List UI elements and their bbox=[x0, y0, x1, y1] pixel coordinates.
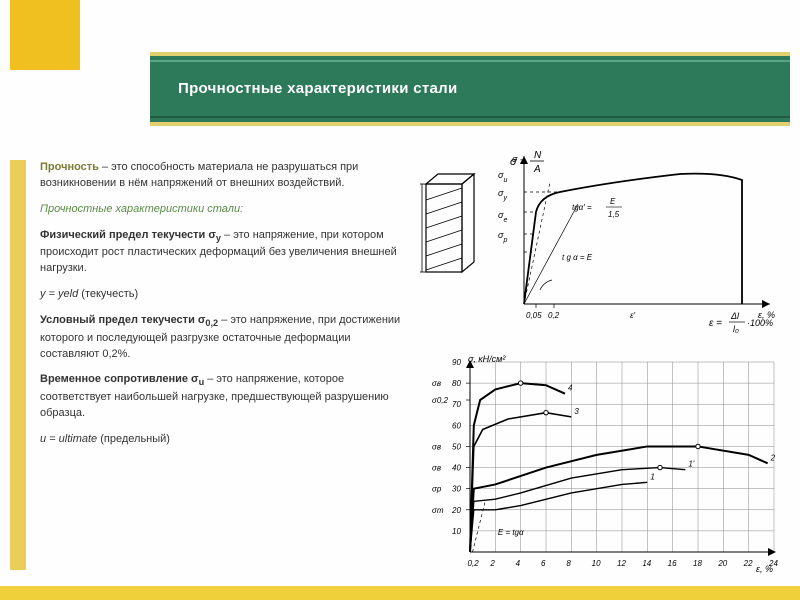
svg-text:22: 22 bbox=[743, 559, 753, 568]
stress-strain-qualitative: ε, % σ σu σy σe σp t g α = E tgα′ = E 1,… bbox=[490, 152, 780, 322]
term-sigma-u: Временное сопротивление σu bbox=[40, 373, 204, 385]
svg-text:tgα′ =: tgα′ = bbox=[572, 203, 592, 212]
diagrams: σ = N A l₀ bbox=[420, 152, 785, 584]
svg-text:8: 8 bbox=[566, 559, 571, 568]
svg-text:σ, кН/см²: σ, кН/см² bbox=[468, 354, 506, 364]
svg-text:10: 10 bbox=[452, 527, 461, 536]
svg-text:ε, %: ε, % bbox=[756, 564, 773, 574]
svg-text:σр: σр bbox=[432, 485, 442, 494]
term-sigma-y: Физический предел текучести σy bbox=[40, 229, 221, 241]
note-yeld: y = yeld (текучесть) bbox=[40, 287, 410, 303]
svg-text:Δl: Δl bbox=[730, 311, 740, 321]
svg-text:1': 1' bbox=[688, 460, 694, 469]
svg-text:4: 4 bbox=[516, 559, 521, 568]
svg-text:6: 6 bbox=[541, 559, 546, 568]
svg-text:0,2: 0,2 bbox=[548, 311, 560, 320]
svg-text:60: 60 bbox=[452, 421, 461, 430]
svg-text:50: 50 bbox=[452, 442, 461, 451]
svg-text:1: 1 bbox=[650, 472, 654, 481]
svg-text:ε =: ε = bbox=[709, 318, 722, 329]
svg-text:80: 80 bbox=[452, 379, 461, 388]
svg-text:4: 4 bbox=[568, 384, 573, 393]
svg-text:12: 12 bbox=[617, 559, 626, 568]
svg-text:ε′: ε′ bbox=[630, 311, 636, 320]
svg-text:0,05: 0,05 bbox=[526, 311, 542, 320]
lead-prochnost: Прочность bbox=[40, 161, 99, 173]
svg-text:2: 2 bbox=[489, 559, 495, 568]
term-sigma-02: Условный предел текучести σ0,2 bbox=[40, 314, 218, 326]
svg-text:20: 20 bbox=[451, 506, 461, 515]
accent-block bbox=[10, 0, 80, 70]
side-strip bbox=[10, 160, 26, 570]
svg-text:30: 30 bbox=[452, 485, 461, 494]
svg-text:σy: σy bbox=[498, 188, 507, 202]
note-ultimate: u = ultimate (предельный) bbox=[40, 432, 410, 448]
body-text: Прочность – это способность материала не… bbox=[40, 160, 410, 458]
svg-text:40: 40 bbox=[452, 464, 461, 473]
svg-text:16: 16 bbox=[668, 559, 677, 568]
svg-text:18: 18 bbox=[693, 559, 702, 568]
formula-epsilon: ε = Δl l₀ ·100% bbox=[709, 310, 789, 336]
svg-text:1,5: 1,5 bbox=[608, 210, 620, 219]
svg-text:90: 90 bbox=[452, 358, 461, 367]
specimen-icon: l₀ bbox=[420, 170, 478, 286]
svg-text:σв: σв bbox=[432, 379, 441, 388]
svg-text:0,2: 0,2 bbox=[468, 559, 480, 568]
svg-text:2: 2 bbox=[770, 453, 776, 462]
svg-text:20: 20 bbox=[717, 559, 727, 568]
subhead-characteristics: Прочностные характеристики стали: bbox=[40, 202, 410, 218]
svg-text:σu: σu bbox=[498, 170, 507, 184]
svg-text:σв: σв bbox=[432, 464, 441, 473]
stress-strain-numeric: 1020304050607080900,22468101214161820222… bbox=[428, 352, 784, 576]
svg-text:E: E bbox=[610, 197, 616, 206]
svg-text:l₀: l₀ bbox=[733, 324, 739, 334]
svg-text:10: 10 bbox=[592, 559, 601, 568]
bottom-accent bbox=[0, 586, 800, 600]
svg-text:σ0,2: σ0,2 bbox=[432, 396, 448, 405]
svg-text:σт: σт bbox=[432, 506, 444, 515]
svg-text:σp: σp bbox=[498, 230, 507, 244]
svg-text:3: 3 bbox=[574, 407, 579, 416]
svg-text:σ: σ bbox=[512, 154, 518, 164]
svg-text:σв: σв bbox=[432, 442, 441, 451]
svg-text:E = tgα: E = tgα bbox=[498, 528, 524, 537]
svg-text:σe: σe bbox=[498, 210, 507, 224]
title-band: Прочностные характеристики стали bbox=[150, 52, 790, 126]
svg-text:t g α = E: t g α = E bbox=[562, 253, 593, 262]
svg-text:70: 70 bbox=[452, 400, 461, 409]
svg-text:·100%: ·100% bbox=[747, 318, 773, 328]
svg-text:14: 14 bbox=[642, 559, 651, 568]
